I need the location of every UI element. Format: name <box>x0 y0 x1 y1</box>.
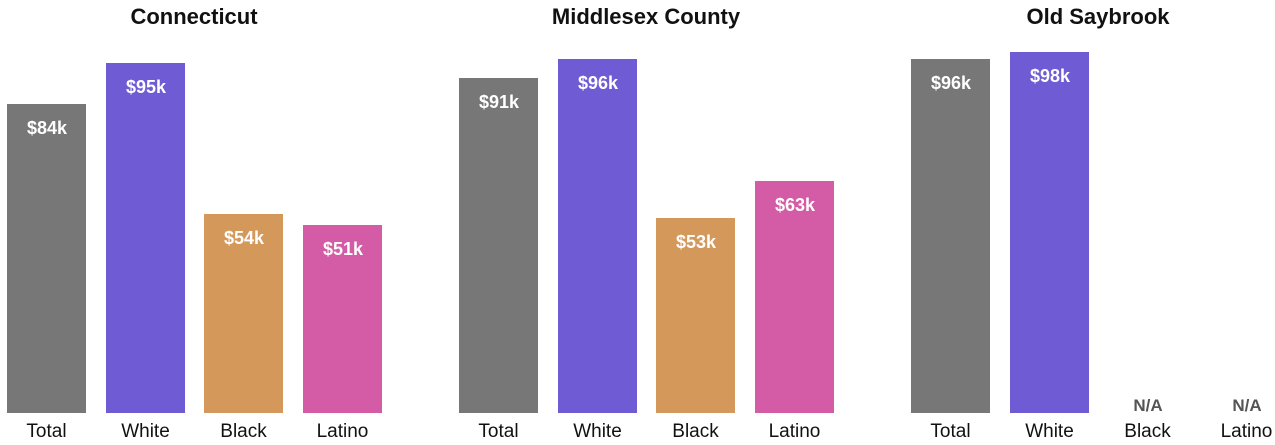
data-label: $63k <box>774 194 816 215</box>
category-label: White <box>573 421 622 442</box>
category-label: Black <box>220 421 267 442</box>
category-label: Latino <box>1220 421 1273 442</box>
data-label: $53k <box>675 231 717 252</box>
data-label: $95k <box>125 77 167 98</box>
bar-total <box>459 77 538 413</box>
chart-title: Middlesex County <box>551 4 741 29</box>
data-label: $96k <box>577 73 619 94</box>
bar-black <box>204 214 283 413</box>
chart-panel: Middlesex County $91k Total $96k White $53k Bl… <box>459 0 834 445</box>
bar-white <box>106 63 185 413</box>
bar-latino <box>755 180 834 413</box>
bar-white <box>1010 52 1089 413</box>
data-label: $51k <box>322 239 364 260</box>
data-label: $96k <box>930 73 972 94</box>
category-label: White <box>1025 421 1074 442</box>
bar-total <box>7 103 86 413</box>
category-label: Black <box>1124 421 1171 442</box>
data-label: N/A <box>1232 396 1262 415</box>
chart-title: Connecticut <box>130 4 258 29</box>
chart-panel: Old Saybrook $96k Total $98k White N/A Black N/… <box>911 0 1275 445</box>
data-label: $84k <box>26 117 68 138</box>
data-label: N/A <box>1133 396 1163 415</box>
category-label: Total <box>930 421 971 442</box>
category-label: Latino <box>768 421 821 442</box>
bar-black <box>656 217 735 413</box>
category-label: White <box>121 421 170 442</box>
bar-white <box>558 59 637 413</box>
category-label: Total <box>478 421 519 442</box>
data-label: $98k <box>1029 66 1071 86</box>
chart-title: Old Saybrook <box>1026 4 1170 29</box>
category-label: Black <box>672 421 719 442</box>
bar-total <box>911 59 990 413</box>
bar-latino <box>303 225 382 413</box>
data-label: $91k <box>478 91 520 112</box>
category-label: Total <box>26 421 67 442</box>
chart-panel: Connecticut $84k Total $95k White $54k Black $5… <box>7 0 382 445</box>
category-label: Latino <box>316 421 369 442</box>
data-label: $54k <box>223 228 265 249</box>
